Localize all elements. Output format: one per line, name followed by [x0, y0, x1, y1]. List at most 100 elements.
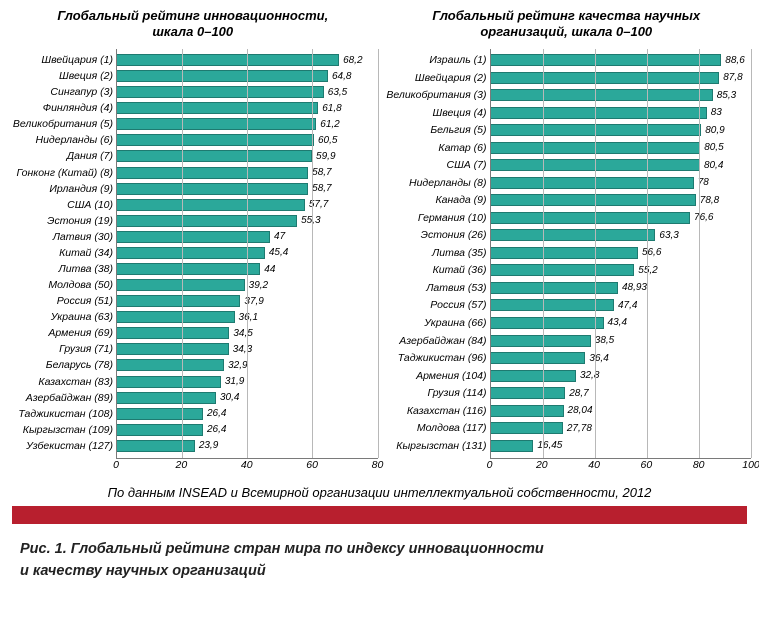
red-divider-bar [12, 506, 747, 524]
bar-row: Бельгия (5)80,9 [491, 123, 752, 138]
bar [491, 194, 696, 206]
bar [491, 124, 702, 136]
bar [491, 422, 563, 434]
bar-value: 63,5 [328, 87, 347, 98]
bar-label: Швейцария (2) [415, 72, 491, 84]
bar-row: Великобритания (3)85,3 [491, 88, 752, 103]
bar-row: Катар (6)80,5 [491, 140, 752, 155]
bar-label: Катар (6) [438, 142, 490, 154]
bar-label: Латвия (30) [53, 231, 117, 243]
x-tick-label: 20 [176, 459, 188, 471]
chart-quality: Глобальный рейтинг качества научных орга… [382, 8, 752, 475]
bar [491, 54, 722, 66]
bar-value: 55,3 [301, 215, 320, 226]
bar-row: Китай (36)55,2 [491, 263, 752, 278]
bar-row: Швеция (4)83 [491, 105, 752, 120]
bar-value: 43,4 [608, 317, 627, 328]
bar-label: Латвия (53) [426, 282, 490, 294]
bar [117, 247, 265, 259]
bar [117, 150, 312, 162]
title-line: Глобальный рейтинг качества научных [432, 8, 700, 23]
bars-right: Израиль (1)88,6Швейцария (2)87,8Великобр… [491, 53, 752, 454]
bar-label: Китай (34) [59, 247, 117, 259]
x-tick-label: 80 [693, 459, 705, 471]
bar-value: 48,93 [622, 282, 647, 293]
bar-label: Ирландия (9) [49, 183, 117, 195]
bar-value: 38,5 [595, 335, 614, 346]
bar-label: Эстония (19) [47, 215, 117, 227]
bar-value: 34,5 [233, 328, 252, 339]
chart-inner-left: Швейцария (1)68,2Швеция (2)64,8Сингапур … [116, 49, 378, 475]
bar-row: Азербайджан (84)38,5 [491, 333, 752, 348]
bar-value: 83 [711, 107, 722, 118]
bar-value: 87,8 [723, 72, 742, 83]
x-tick-label: 0 [487, 459, 493, 471]
bar-value: 28,04 [568, 405, 593, 416]
bar-label: Азербайджан (89) [26, 392, 117, 404]
bar-value: 61,2 [320, 119, 339, 130]
bar-label: Узбекистан (127) [26, 440, 117, 452]
bar-label: Казахстан (116) [407, 405, 491, 417]
bar-row: Литва (35)56,6 [491, 245, 752, 260]
bar [117, 440, 195, 452]
bar-label: Россия (57) [430, 299, 490, 311]
bar-value: 55,2 [638, 265, 657, 276]
bar-value: 32,8 [580, 370, 599, 381]
bar [117, 86, 324, 98]
gridline [647, 49, 648, 458]
caption-line: и качеству научных организаций [20, 563, 266, 579]
bar-label: Литва (38) [59, 263, 117, 275]
bar-label: Швейцария (1) [41, 54, 117, 66]
plot-area-right: Израиль (1)88,6Швейцария (2)87,8Великобр… [490, 49, 752, 459]
x-tick-label: 40 [588, 459, 600, 471]
bar-label: Нидерланды (6) [36, 134, 118, 146]
bar-label: Кыргызстан (109) [23, 424, 117, 436]
bar-value: 30,4 [220, 392, 239, 403]
bar-row: Эстония (26)63,3 [491, 228, 752, 243]
bar-value: 16,45 [537, 440, 562, 451]
bar-label: Гонконг (Китай) (8) [17, 167, 118, 179]
bar [491, 370, 576, 382]
bar-value: 80,9 [705, 125, 724, 136]
bar-row: Молдова (117)27,78 [491, 421, 752, 436]
bar-row: Канада (9)78,8 [491, 193, 752, 208]
bar [117, 102, 318, 114]
gridline [247, 49, 248, 458]
bar-label: Германия (10) [418, 212, 491, 224]
bar [117, 295, 240, 307]
bar-row: Грузия (114)28,7 [491, 386, 752, 401]
bar-label: Грузия (71) [59, 343, 117, 355]
bar-row: Латвия (53)48,93 [491, 280, 752, 295]
bar-label: Великобритания (3) [386, 89, 490, 101]
chart-title-left: Глобальный рейтинг инновационности, шкал… [8, 8, 378, 41]
bar-label: Молдова (50) [48, 279, 117, 291]
bar-label: Беларусь (78) [46, 359, 117, 371]
caption-line: Рис. 1. Глобальный рейтинг стран мира по… [20, 541, 544, 557]
bar-label: Эстония (26) [421, 229, 491, 241]
bar-label: Россия (51) [57, 295, 117, 307]
bar-value: 47,4 [618, 300, 637, 311]
bar-label: Финляндия (4) [43, 102, 117, 114]
bar-value: 76,6 [694, 212, 713, 223]
bar-value: 27,78 [567, 423, 592, 434]
bar-label: Нидерланды (8) [409, 177, 491, 189]
title-line: организаций, шкала 0–100 [480, 24, 652, 39]
bar-row: Израиль (1)88,6 [491, 53, 752, 68]
bar-value: 58,7 [312, 183, 331, 194]
bar-label: Грузия (114) [428, 387, 491, 399]
bar-value: 61,8 [322, 103, 341, 114]
x-tick-label: 0 [113, 459, 119, 471]
bar-value: 85,3 [717, 90, 736, 101]
bar [491, 177, 694, 189]
bar [117, 70, 328, 82]
bar [117, 424, 203, 436]
gridline [312, 49, 313, 458]
bar-label: Китай (36) [433, 264, 491, 276]
gridline [751, 49, 752, 458]
gridline [595, 49, 596, 458]
x-axis-left: 020406080 [116, 459, 378, 475]
bar-row: Кыргызстан (131)16,45 [491, 438, 752, 453]
bar-label: Казахстан (83) [38, 376, 117, 388]
bar [117, 167, 308, 179]
bar [117, 118, 316, 130]
